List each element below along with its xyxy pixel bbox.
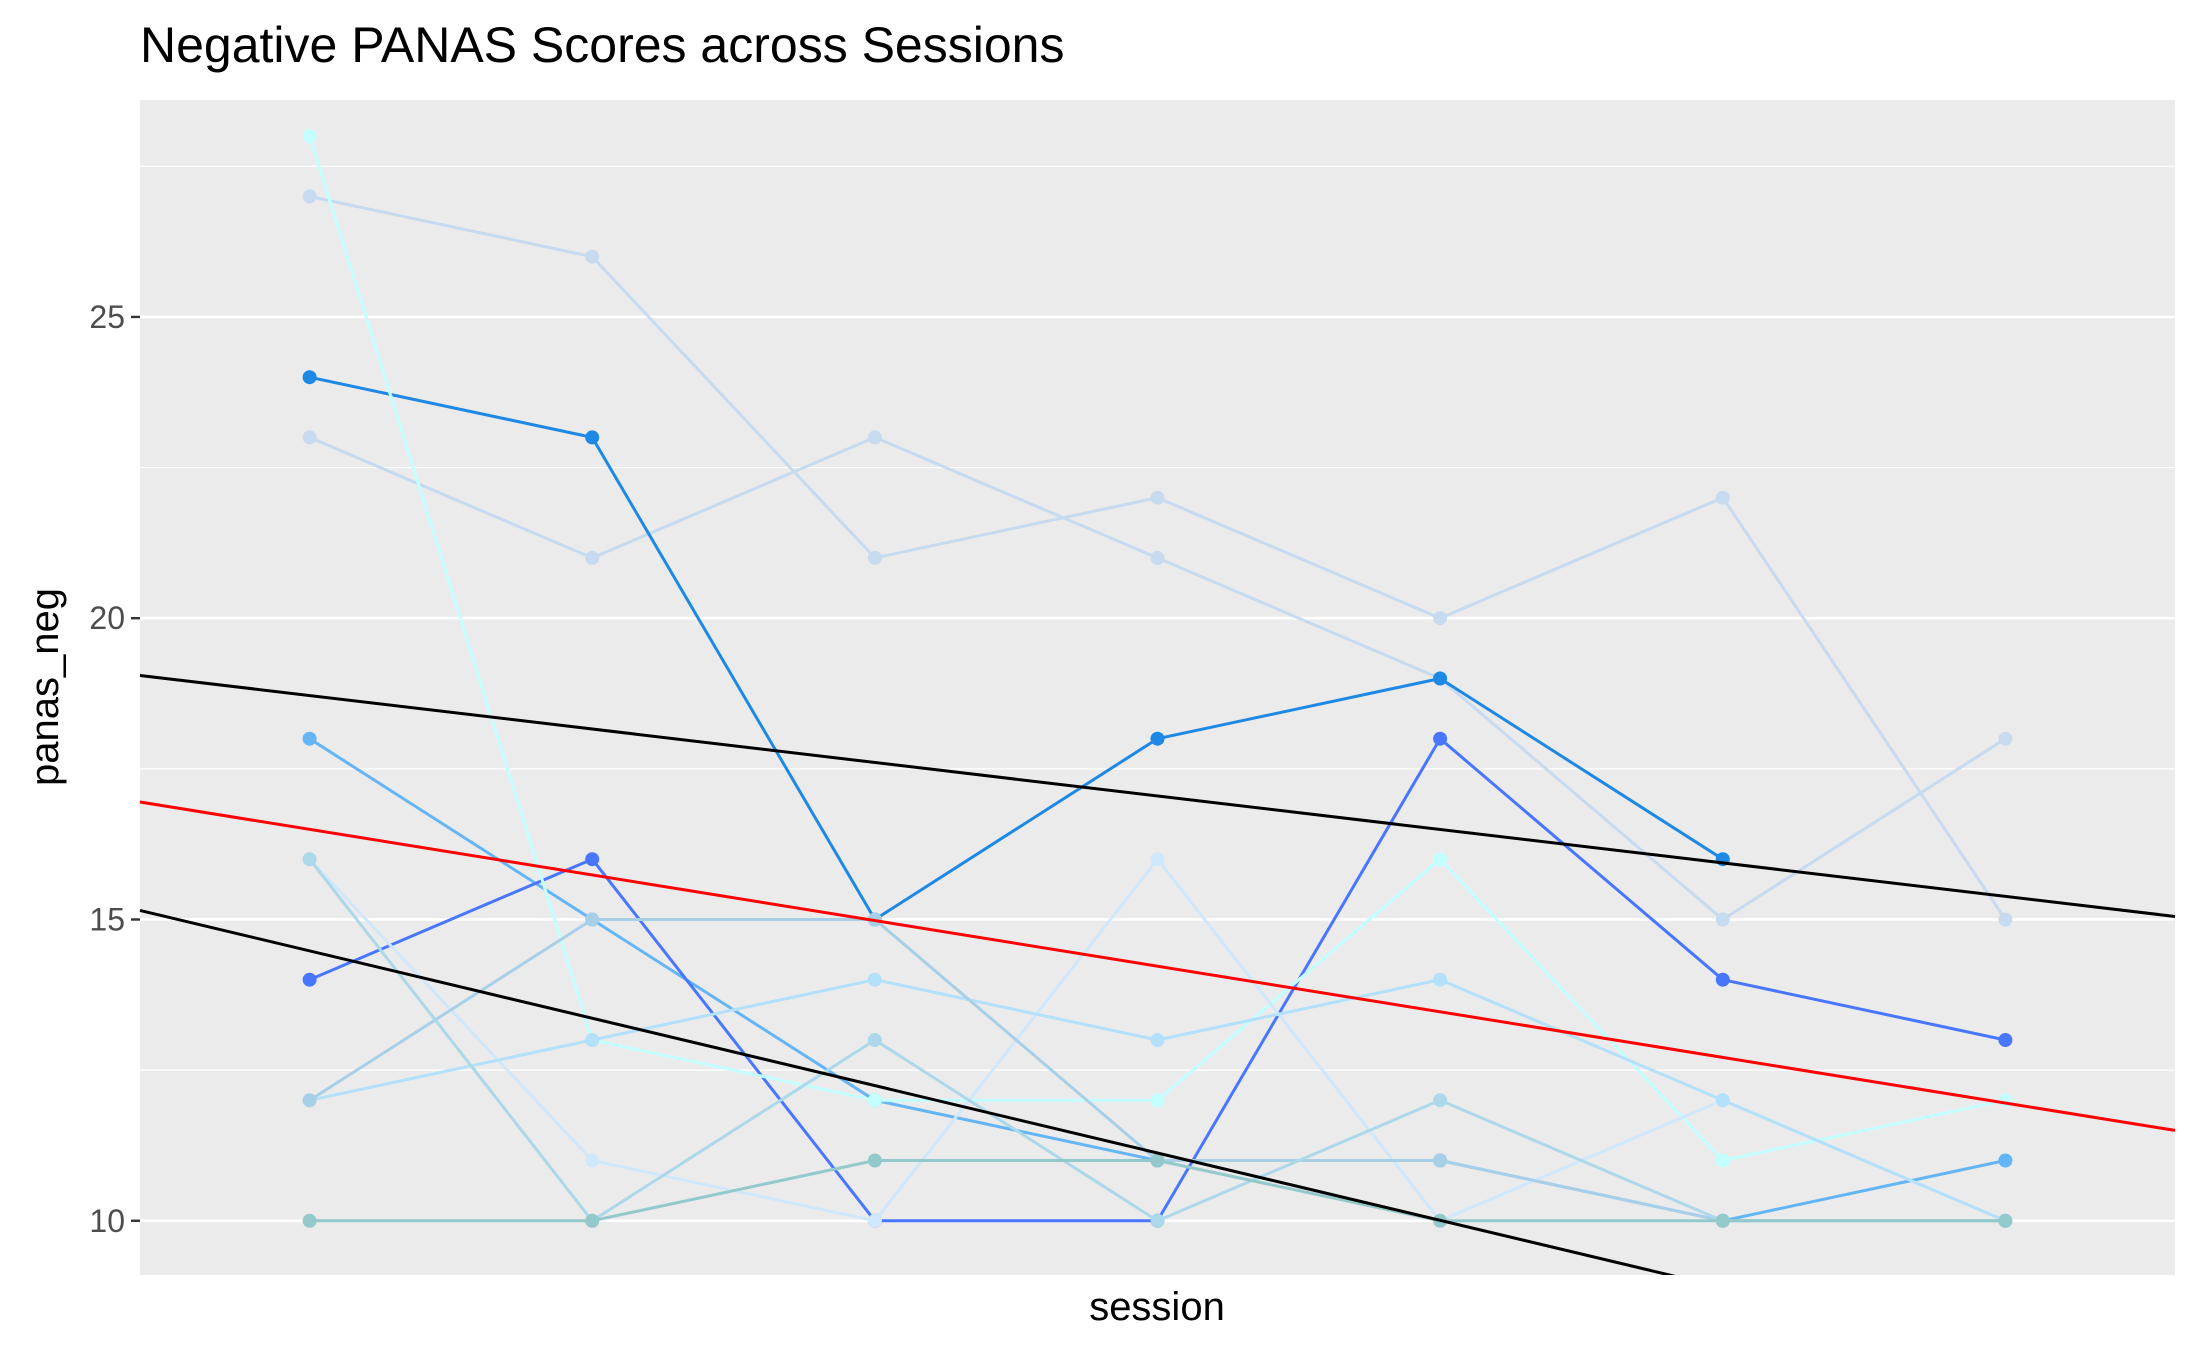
data-point [1150,1093,1165,1108]
series-layer [302,129,2013,1228]
data-point [302,430,317,445]
data-point [1715,1093,1730,1108]
data-point [302,972,317,987]
data-point [867,430,882,445]
y-tick-label: 10 [89,1203,125,1239]
data-point [585,912,600,927]
data-point [302,731,317,746]
data-point [1715,1213,1730,1228]
data-point [1998,1153,2013,1168]
data-point [1150,550,1165,565]
data-point [585,430,600,445]
data-point [1433,972,1448,987]
data-point [302,370,317,385]
series-1 [302,189,2013,927]
chart-title: Negative PANAS Scores across Sessions [140,17,1064,73]
y-axis-title: panas_neg [23,588,67,786]
series-2 [302,430,2013,927]
data-point [867,1153,882,1168]
data-point [1715,490,1730,505]
data-point [1150,1213,1165,1228]
data-point [302,1093,317,1108]
data-point [1715,912,1730,927]
data-point [1150,731,1165,746]
series-11 [302,1153,2013,1228]
data-point [867,1093,882,1108]
y-tick-label: 20 [89,600,125,636]
data-point [867,1033,882,1047]
data-point [585,550,600,565]
plot-panel [140,100,2175,1275]
y-tick-label: 25 [89,299,125,335]
data-point [585,1153,600,1168]
data-point [867,550,882,565]
data-point [1433,1093,1448,1108]
series-line [309,375,1724,921]
data-point [1433,1153,1448,1168]
data-point [302,189,317,204]
data-point [1715,972,1730,987]
y-tick-label: 15 [89,901,125,937]
x-axis-title: session [1089,1285,1225,1329]
data-point [1150,1153,1165,1168]
data-point [867,1213,882,1228]
data-point [585,1213,600,1228]
bottom-mask [0,1275,2187,1350]
data-point [1150,852,1165,867]
data-point [1150,1033,1165,1047]
reference-line-2 [139,800,2176,1132]
data-point [1715,1153,1730,1168]
data-point [1433,671,1448,686]
reference-line-1 [139,673,2176,918]
data-point [585,249,600,264]
data-point [1998,1213,2013,1228]
data-point [1998,912,2013,927]
data-point [1998,1033,2013,1047]
data-point [302,129,317,144]
data-point [302,1213,317,1228]
y-axis-ticks: 10 15 20 25 [89,299,140,1239]
data-point [585,1033,600,1047]
data-point [1433,611,1448,626]
data-point [1998,731,2013,746]
data-point [1150,490,1165,505]
data-point [1433,731,1448,746]
data-point [1433,852,1448,867]
data-point [585,852,600,867]
data-point [867,972,882,987]
grid-minor [140,165,2175,1071]
data-point [302,852,317,867]
